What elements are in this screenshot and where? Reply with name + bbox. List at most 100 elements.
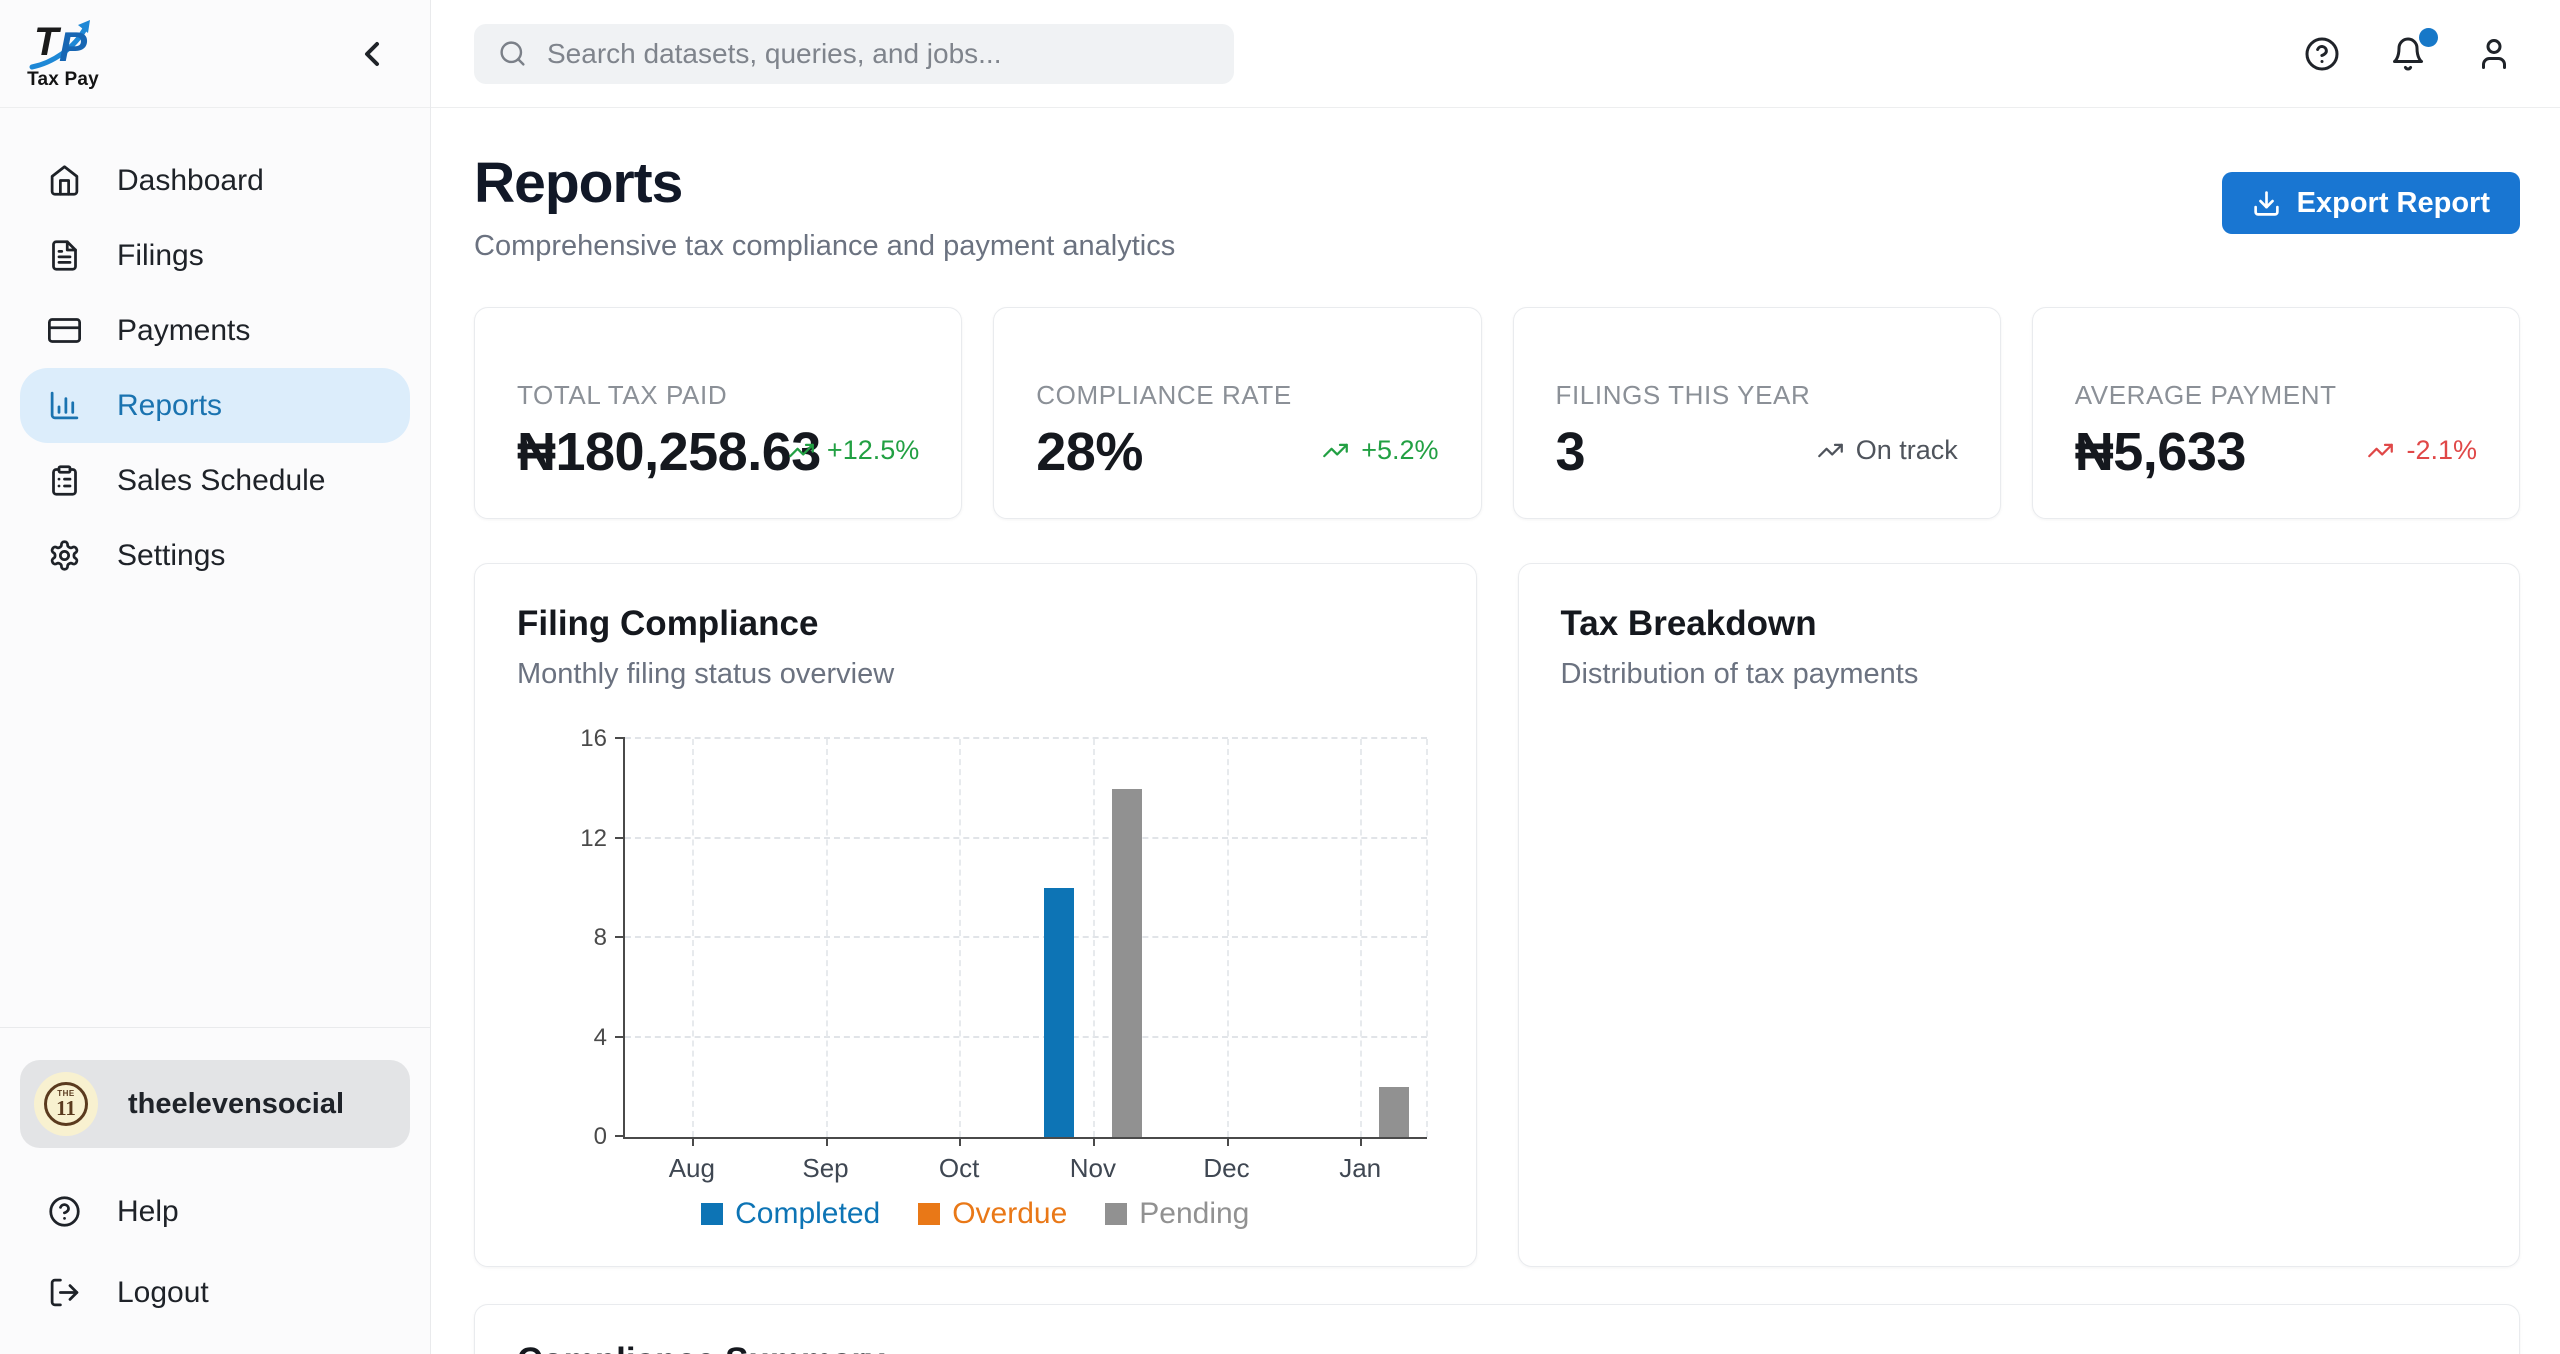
card-subtitle: Monthly filing status overview — [517, 658, 895, 690]
user-name: theelevensocial — [128, 1087, 344, 1120]
x-axis-tick — [1226, 1137, 1229, 1146]
log-out-icon — [50, 1278, 79, 1307]
y-axis-tick — [615, 936, 625, 938]
x-axis-tick — [691, 1137, 694, 1146]
gridline-horizontal — [625, 737, 1427, 739]
stat-label: COMPLIANCE RATE — [1036, 380, 1292, 410]
y-axis-tick — [615, 1035, 625, 1038]
x-axis-tick — [959, 1137, 962, 1146]
page-title: Reports — [474, 151, 683, 215]
search-icon — [500, 41, 525, 66]
sidebar-collapse-button[interactable] — [352, 34, 392, 74]
content: Reports Comprehensive tax compliance and… — [431, 108, 2560, 1354]
search-input[interactable] — [547, 37, 1210, 70]
y-axis-label: 16 — [580, 725, 607, 752]
help-circle-icon — [2305, 37, 2339, 70]
y-axis-label: 4 — [593, 1023, 607, 1051]
chart-bar-pending — [1379, 1087, 1410, 1137]
bell-icon — [2393, 37, 2423, 70]
sidebar-item-payments[interactable]: Payments — [20, 293, 410, 368]
chart-bar-pending — [1111, 788, 1142, 1137]
sidebar-item-label: Help — [117, 1194, 179, 1228]
account-button[interactable] — [2476, 34, 2516, 74]
x-axis-label: Dec — [1203, 1153, 1250, 1183]
taxpay-logo: T P Tax Pay — [26, 17, 100, 91]
legend-item-completed: Completed — [701, 1197, 880, 1231]
sidebar-item-label: Logout — [117, 1275, 209, 1309]
notifications-button[interactable] — [2390, 27, 2438, 74]
gridline-horizontal — [625, 836, 1427, 839]
charts-row: Filing Compliance Monthly filing status … — [474, 563, 2520, 1267]
search-box — [474, 23, 1234, 84]
chart-bar-completed — [1043, 888, 1074, 1137]
gridline-vertical — [1360, 739, 1363, 1137]
x-axis-label: Nov — [1069, 1153, 1116, 1183]
trending-up-icon — [2368, 443, 2394, 458]
stat-value: 28% — [1036, 422, 1143, 482]
file-text-icon — [52, 240, 77, 271]
sidebar: T P Tax Pay Dashboard Filings Payments R… — [0, 0, 431, 1354]
avatar-text-number: 11 — [56, 1095, 76, 1120]
sidebar-item-dashboard[interactable]: Dashboard — [20, 143, 410, 218]
avatar-text-top: THE — [57, 1088, 75, 1098]
gridline-horizontal — [625, 1035, 1427, 1038]
x-axis-tick — [825, 1137, 828, 1146]
sidebar-item-help[interactable]: Help — [20, 1174, 410, 1249]
x-axis-label: Jan — [1339, 1153, 1382, 1183]
help-button[interactable] — [2304, 34, 2344, 74]
svg-text:T: T — [34, 20, 62, 64]
sidebar-footer: Help Logout — [20, 1174, 410, 1330]
sidebar-item-label: Payments — [117, 313, 251, 347]
sidebar-item-sales-schedule[interactable]: Sales Schedule — [20, 443, 410, 518]
stat-value: ₦5,633 — [2074, 422, 2247, 482]
stat-trend: -2.1% — [2367, 435, 2477, 466]
main-area: Reports Comprehensive tax compliance and… — [431, 0, 2560, 1354]
page-header: Reports Comprehensive tax compliance and… — [474, 150, 2520, 263]
bar-chart-icon — [50, 391, 79, 420]
stat-card-compliance-rate: COMPLIANCE RATE 28% +5.2% — [993, 307, 1482, 519]
home-icon — [50, 165, 79, 196]
gridline-vertical — [691, 739, 694, 1137]
gridline-vertical — [825, 739, 828, 1137]
legend-label: Completed — [735, 1197, 881, 1230]
user-chip[interactable]: THE 11 theelevensocial — [20, 1060, 410, 1148]
y-axis-label: 8 — [593, 924, 607, 951]
topbar-icons — [2304, 27, 2516, 74]
sidebar-item-logout[interactable]: Logout — [20, 1255, 410, 1330]
stat-trend: +12.5% — [788, 435, 919, 466]
tax-breakdown-card: Tax Breakdown Distribution of tax paymen… — [1517, 563, 2520, 1267]
gear-icon — [50, 540, 79, 571]
gridline-vertical — [1226, 739, 1229, 1137]
sidebar-bottom: THE 11 theelevensocial Help Logout — [0, 1027, 430, 1354]
trending-up-icon — [789, 443, 814, 458]
sidebar-item-settings[interactable]: Settings — [20, 518, 410, 593]
sidebar-item-reports[interactable]: Reports — [20, 368, 410, 443]
taxpay-logo-icon: T P — [29, 19, 90, 70]
x-axis-tick — [1360, 1137, 1363, 1146]
stat-card-filings-this-year: FILINGS THIS YEAR 3 On track — [1512, 307, 2001, 519]
y-axis-tick — [615, 737, 625, 739]
help-circle-icon — [49, 1196, 80, 1227]
clipboard-list-icon — [52, 465, 77, 496]
legend-swatch — [1105, 1203, 1128, 1225]
compliance-summary-card: Compliance Summary — [474, 1304, 2520, 1354]
export-report-button[interactable]: Export Report — [2221, 172, 2520, 234]
stat-label: AVERAGE PAYMENT — [2074, 380, 2337, 410]
chart-legend: Completed Overdue Pending — [517, 1197, 1434, 1231]
card-title: Tax Breakdown — [1560, 604, 1817, 643]
legend-label: Pending — [1139, 1197, 1250, 1230]
legend-item-pending: Pending — [1105, 1197, 1249, 1231]
stats-row: TOTAL TAX PAID ₦180,258.63 +12.5% COMPLI… — [474, 307, 2520, 519]
legend-swatch — [701, 1203, 724, 1225]
brand-name: Tax Pay — [27, 68, 99, 90]
stat-card-average-payment: AVERAGE PAYMENT ₦5,633 -2.1% — [2031, 307, 2520, 519]
sidebar-item-label: Reports — [117, 388, 223, 422]
avatar: THE 11 — [34, 1072, 98, 1136]
card-title: Compliance Summary — [517, 1341, 2477, 1354]
trending-up-icon — [1323, 443, 1349, 458]
filing-compliance-card: Filing Compliance Monthly filing status … — [474, 563, 1477, 1267]
trending-up-icon — [1817, 443, 1843, 458]
topbar — [431, 0, 2560, 108]
sidebar-header: T P Tax Pay — [0, 0, 430, 108]
sidebar-item-filings[interactable]: Filings — [20, 218, 410, 293]
